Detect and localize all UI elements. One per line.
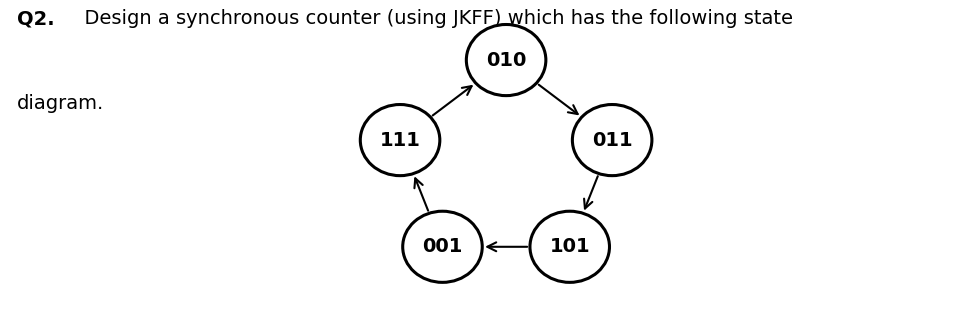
Text: 111: 111 — [380, 131, 420, 149]
Text: diagram.: diagram. — [17, 94, 105, 113]
Ellipse shape — [573, 105, 652, 176]
Text: 001: 001 — [422, 237, 463, 256]
Ellipse shape — [361, 105, 440, 176]
Text: Q2.: Q2. — [17, 9, 55, 28]
Text: 010: 010 — [486, 51, 526, 70]
Text: 011: 011 — [592, 131, 632, 149]
Ellipse shape — [403, 211, 482, 282]
Text: Design a synchronous counter (using JKFF) which has the following state: Design a synchronous counter (using JKFF… — [72, 9, 793, 28]
Text: 101: 101 — [549, 237, 590, 256]
Ellipse shape — [530, 211, 609, 282]
Ellipse shape — [467, 25, 546, 96]
